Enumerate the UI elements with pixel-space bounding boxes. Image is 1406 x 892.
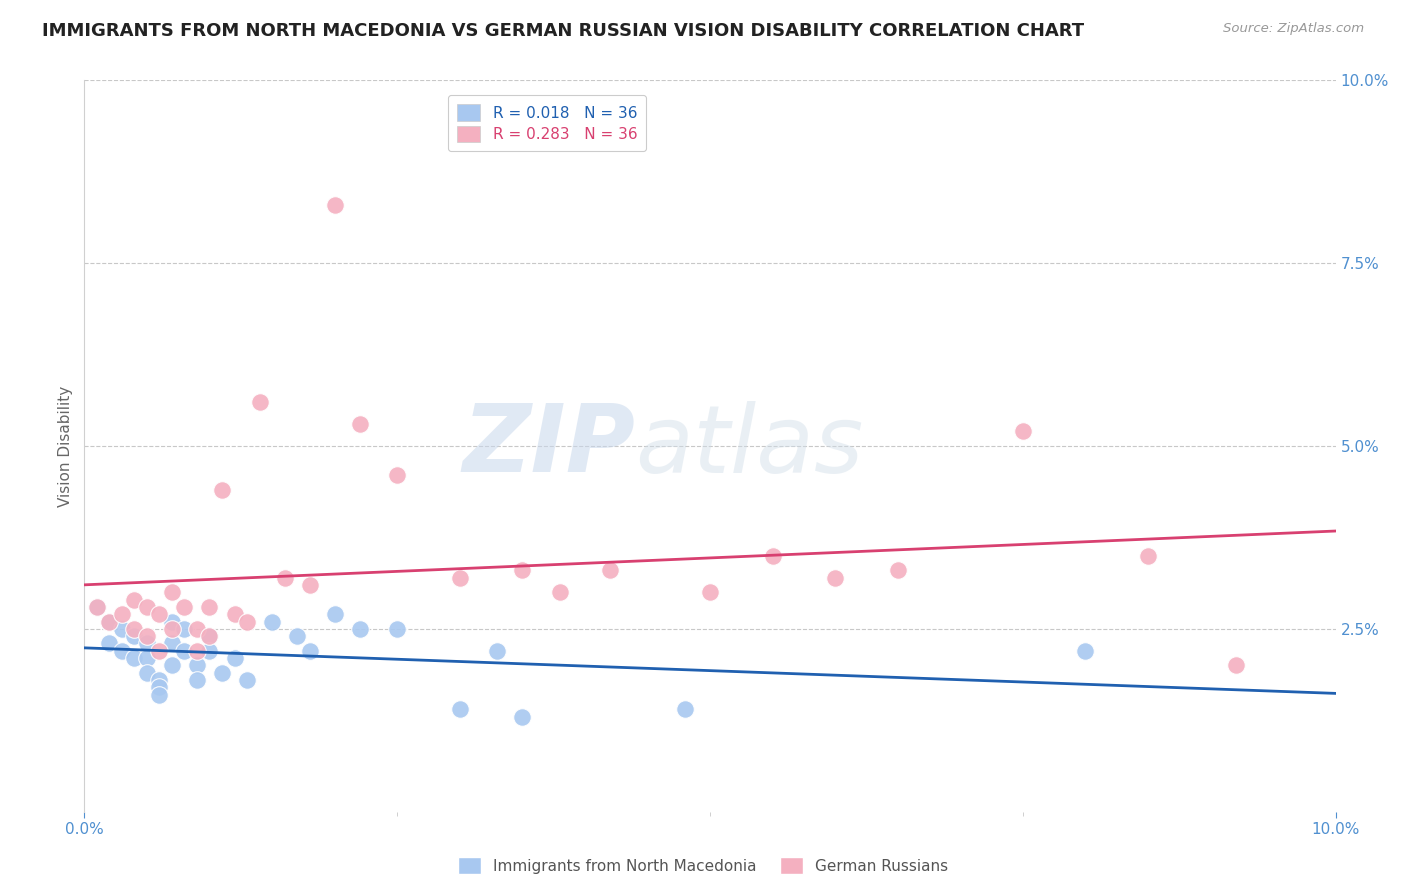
- Y-axis label: Vision Disability: Vision Disability: [58, 385, 73, 507]
- Point: [349, 622, 371, 636]
- Point: [323, 607, 346, 622]
- Point: [512, 709, 534, 723]
- Point: [762, 549, 785, 563]
- Point: [160, 658, 183, 673]
- Point: [148, 681, 170, 695]
- Point: [273, 571, 295, 585]
- Point: [385, 622, 409, 636]
- Point: [111, 607, 134, 622]
- Point: [98, 615, 121, 629]
- Point: [385, 468, 409, 483]
- Point: [699, 585, 721, 599]
- Point: [173, 622, 195, 636]
- Point: [349, 417, 371, 431]
- Legend: Immigrants from North Macedonia, German Russians: Immigrants from North Macedonia, German …: [451, 851, 955, 880]
- Point: [323, 197, 346, 211]
- Point: [449, 702, 471, 716]
- Point: [111, 644, 134, 658]
- Point: [1012, 425, 1035, 439]
- Point: [136, 629, 159, 643]
- Point: [1074, 644, 1097, 658]
- Point: [298, 644, 321, 658]
- Point: [136, 636, 159, 650]
- Point: [186, 658, 208, 673]
- Point: [548, 585, 571, 599]
- Point: [486, 644, 509, 658]
- Point: [124, 622, 146, 636]
- Point: [198, 644, 221, 658]
- Point: [449, 571, 471, 585]
- Point: [198, 629, 221, 643]
- Point: [262, 615, 284, 629]
- Point: [173, 644, 195, 658]
- Point: [148, 607, 170, 622]
- Point: [298, 578, 321, 592]
- Point: [512, 563, 534, 577]
- Point: [160, 585, 183, 599]
- Point: [186, 673, 208, 687]
- Point: [160, 622, 183, 636]
- Point: [1225, 658, 1247, 673]
- Point: [1136, 549, 1159, 563]
- Point: [136, 665, 159, 680]
- Point: [148, 644, 170, 658]
- Point: [148, 673, 170, 687]
- Point: [136, 651, 159, 665]
- Point: [111, 622, 134, 636]
- Point: [160, 615, 183, 629]
- Point: [211, 665, 233, 680]
- Text: IMMIGRANTS FROM NORTH MACEDONIA VS GERMAN RUSSIAN VISION DISABILITY CORRELATION : IMMIGRANTS FROM NORTH MACEDONIA VS GERMA…: [42, 22, 1084, 40]
- Point: [98, 636, 121, 650]
- Point: [124, 592, 146, 607]
- Point: [186, 644, 208, 658]
- Point: [224, 651, 246, 665]
- Point: [887, 563, 910, 577]
- Point: [136, 599, 159, 614]
- Legend: R = 0.018   N = 36, R = 0.283   N = 36: R = 0.018 N = 36, R = 0.283 N = 36: [449, 95, 647, 152]
- Point: [236, 615, 259, 629]
- Point: [224, 607, 246, 622]
- Point: [86, 599, 108, 614]
- Point: [673, 702, 696, 716]
- Point: [148, 688, 170, 702]
- Point: [173, 599, 195, 614]
- Point: [98, 615, 121, 629]
- Point: [124, 629, 146, 643]
- Text: ZIP: ZIP: [463, 400, 636, 492]
- Point: [124, 651, 146, 665]
- Point: [198, 629, 221, 643]
- Point: [160, 636, 183, 650]
- Point: [86, 599, 108, 614]
- Point: [285, 629, 308, 643]
- Point: [236, 673, 259, 687]
- Point: [186, 622, 208, 636]
- Text: Source: ZipAtlas.com: Source: ZipAtlas.com: [1223, 22, 1364, 36]
- Point: [211, 483, 233, 497]
- Text: atlas: atlas: [636, 401, 863, 491]
- Point: [198, 599, 221, 614]
- Point: [599, 563, 621, 577]
- Point: [824, 571, 846, 585]
- Point: [249, 395, 271, 409]
